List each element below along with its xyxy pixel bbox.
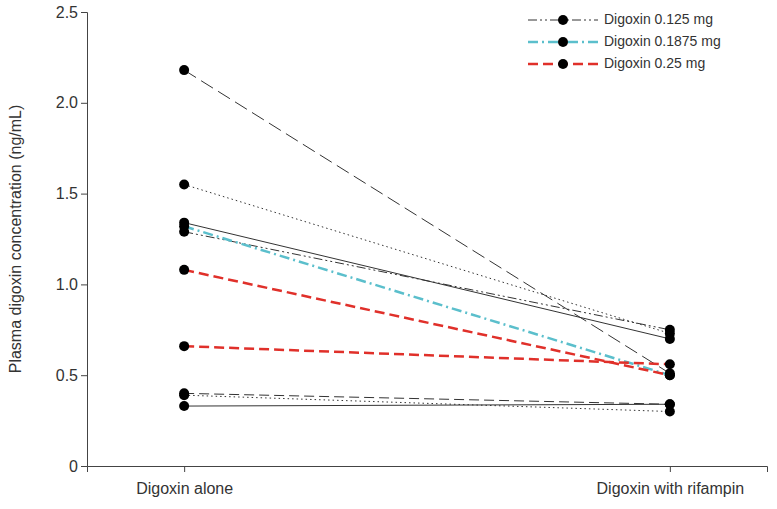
legend: Digoxin 0.125 mg Digoxin 0.1875 mg Digoxin… [528,11,721,71]
x-tick-mark [184,466,185,472]
legend-marker [558,37,568,47]
legend-entry: Digoxin 0.25 mg [528,55,705,71]
y-axis-title: Plasma digoxin concentration (ng/mL) [7,105,24,374]
data-point [179,401,189,411]
x-tick-label: Digoxin with rifampin [597,480,745,497]
x-axis-line [88,467,768,473]
y-tick: 2.0 [56,94,87,111]
y-tick: 0.5 [56,367,87,384]
series-line [184,395,670,411]
legend-entry: Digoxin 0.1875 mg [528,33,721,49]
y-axis: 0 0.5 1.0 1.5 2.0 2.5 [56,4,88,475]
data-point [665,359,675,369]
data-point [665,407,675,417]
legend-entry: Digoxin 0.125 mg [528,11,713,27]
y-axis-line [81,13,88,467]
legend-label: Digoxin 0.25 mg [604,55,705,71]
legend-marker [558,59,568,69]
y-tick-label: 2.5 [56,4,78,21]
series-line [184,393,670,404]
plot-area [179,65,675,416]
legend-label: Digoxin 0.125 mg [604,11,713,27]
x-tick: Digoxin with rifampin [597,466,745,497]
y-tick-label: 1.5 [56,185,78,202]
y-tick: 1.5 [56,185,87,202]
y-tick-mark [81,194,87,195]
data-point [179,390,189,400]
series-line [184,226,670,375]
data-point [665,370,675,380]
y-tick-mark [81,284,87,285]
x-tick-label: Digoxin alone [136,480,233,497]
series-line [184,70,670,373]
x-tick-mark [670,466,671,472]
series-line [184,404,670,406]
data-point [179,341,189,351]
data-point [179,180,189,190]
y-tick-mark [81,12,87,13]
data-point [179,265,189,275]
y-tick-label: 2.0 [56,94,78,111]
y-tick: 0 [69,458,87,475]
y-tick-mark [81,103,87,104]
chart: 0 0.5 1.0 1.5 2.0 2.5 Digoxin alone Digoxin wit… [0,0,777,509]
y-tick: 1.0 [56,276,87,293]
y-tick-label: 0 [69,458,78,475]
series-line [184,270,670,375]
data-point [179,65,189,75]
y-tick-label: 1.0 [56,276,78,293]
y-tick-label: 0.5 [56,367,78,384]
data-point [665,370,675,380]
legend-label: Digoxin 0.1875 mg [604,33,721,49]
series-line [184,346,670,364]
legend-marker [558,15,568,25]
data-point [179,221,189,231]
y-tick-mark [81,375,87,376]
series-line [184,185,670,334]
y-tick-mark [81,466,87,467]
x-axis: Digoxin alone Digoxin with rifampin [88,466,768,497]
x-tick: Digoxin alone [136,466,233,497]
data-point [665,334,675,344]
y-tick: 2.5 [56,4,87,21]
